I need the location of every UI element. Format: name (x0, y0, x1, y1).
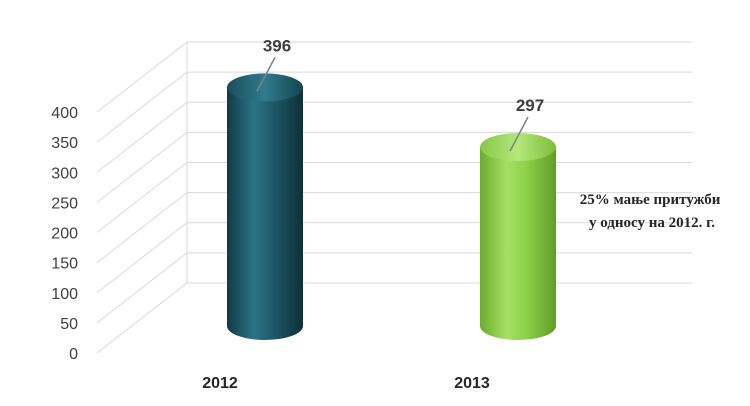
y-tick-label: 100 (51, 286, 78, 303)
bar-2013 (480, 147, 556, 340)
y-tick-label: 400 (51, 105, 78, 122)
y-tick-label: 300 (51, 165, 78, 182)
bar-top-2012 (227, 73, 303, 102)
gridlines (96, 41, 692, 354)
annotation-text: 25% мање притужби у односу на 2012. г. (580, 192, 724, 231)
x-tick-label: 2013 (454, 375, 490, 392)
gridline (96, 41, 692, 113)
leader-line (509, 116, 529, 152)
gridline (96, 222, 692, 294)
y-axis-ticks: 0 50 100 150 200 250 300 350 400 (51, 105, 78, 363)
y-tick-label: 200 (51, 226, 78, 243)
bar-top-2013 (480, 133, 556, 162)
leader-line (256, 57, 276, 92)
bar-2012 (227, 87, 303, 340)
annotation-line-2: у односу на 2012. г. (589, 215, 715, 231)
bars (227, 73, 556, 340)
data-labels: 396 297 (256, 36, 544, 152)
y-tick-label: 250 (51, 195, 78, 212)
gridline (96, 282, 692, 354)
y-tick-label: 350 (51, 135, 78, 152)
data-label: 396 (263, 36, 291, 55)
gridline (96, 101, 692, 173)
y-tick-label: 0 (69, 346, 78, 363)
x-axis-ticks: 2012 2013 (202, 375, 490, 392)
annotation-line-1: 25% мање притужби (580, 192, 721, 208)
x-tick-label: 2012 (202, 375, 238, 392)
y-tick-label: 150 (51, 256, 78, 273)
gridline (96, 71, 692, 143)
gridline (96, 252, 692, 324)
data-label: 297 (516, 96, 544, 115)
y-tick-label: 50 (60, 316, 78, 333)
